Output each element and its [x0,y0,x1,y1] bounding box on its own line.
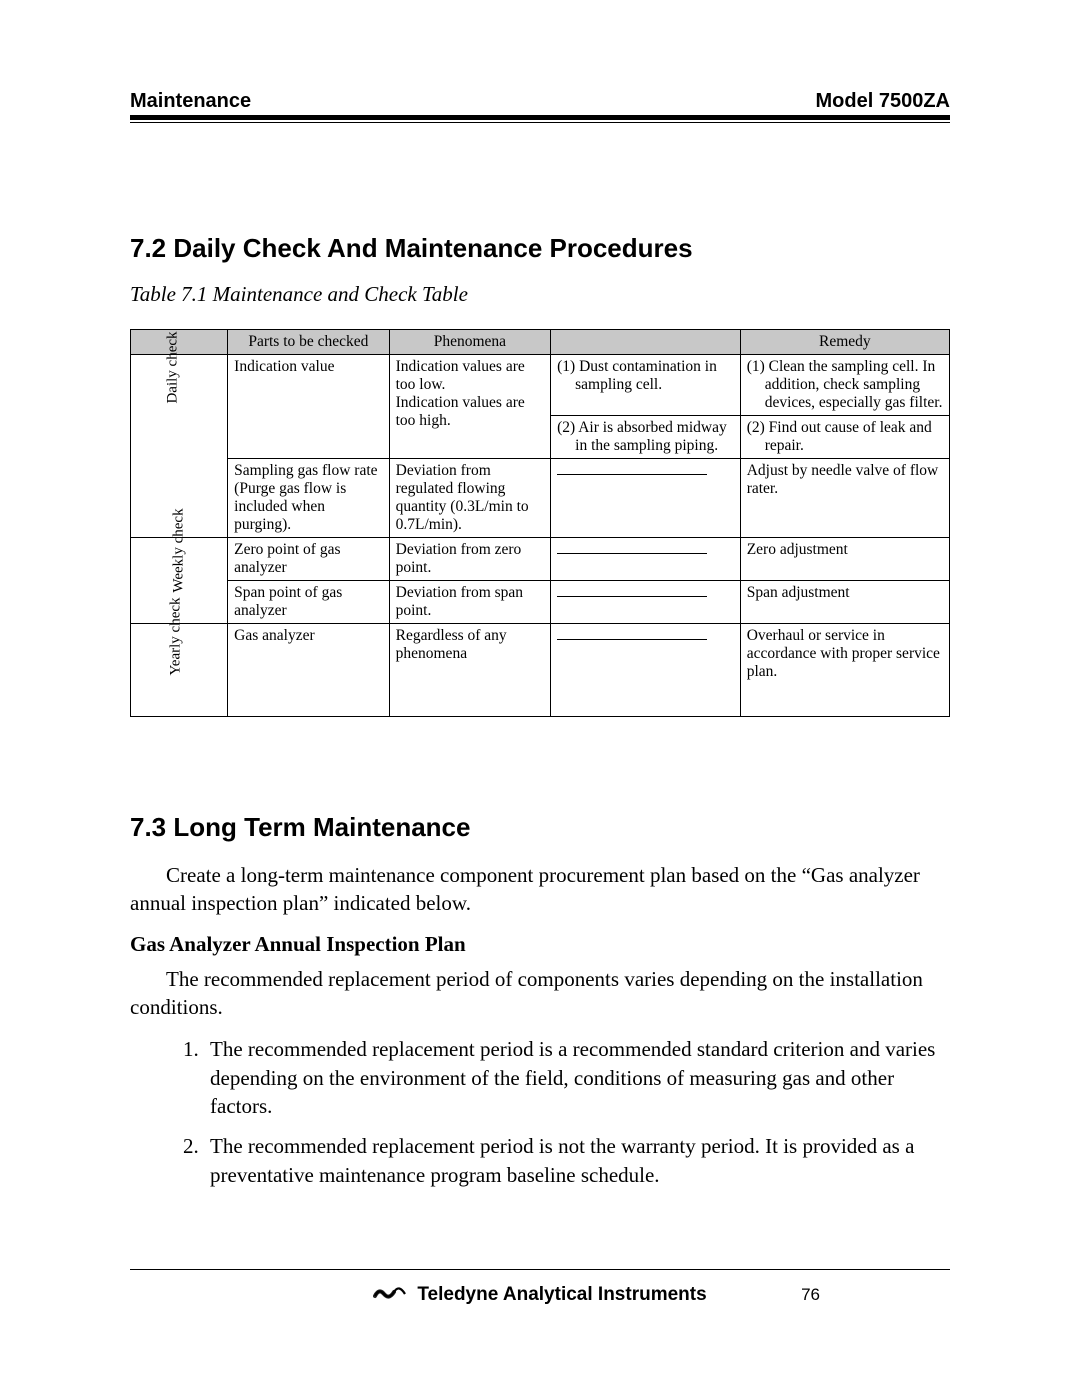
subheading: Gas Analyzer Annual Inspection Plan [130,932,950,957]
page-footer: Teledyne Analytical Instruments 76 [130,1284,950,1306]
cell-parts: Span point of gas analyzer [228,581,389,624]
list-item: The recommended replacement period is no… [204,1132,950,1189]
cell-phenomena: Deviation from regulated flowing quantit… [389,459,551,538]
para-2: The recommended replacement period of co… [130,965,950,1022]
header-rule [130,122,950,123]
maintenance-table: Parts to be checked Phenomena Remedy Dai… [130,329,950,717]
col-remedy: Remedy [740,330,949,355]
table-row: Daily check Indication value Indication … [131,355,950,416]
cell-cause [551,624,741,717]
cell-cause [551,459,741,538]
cell-remedy: Span adjustment [740,581,949,624]
table-row: Sampling gas flow rate (Purge gas flow i… [131,459,950,538]
para-1: Create a long-term maintenance component… [130,861,950,918]
group-yearly: Yearly check [131,624,228,717]
header-right: Model 7500ZA [816,90,950,113]
cell-parts: Zero point of gas analyzer [228,538,389,581]
cell-parts: Gas analyzer [228,624,389,717]
footer-company: Teledyne Analytical Instruments [417,1284,706,1306]
section-7-3-title: 7.3 Long Term Maintenance [130,812,950,843]
blank-line [557,464,707,475]
col-cause [551,330,741,355]
cell-remedy: (1) Clean the sampling cell. In addition… [740,355,949,416]
cell-remedy: Overhaul or service in accordance with p… [740,624,949,717]
cell-cause [551,581,741,624]
cell-remedy: Adjust by needle valve of flow rater. [740,459,949,538]
col-parts: Parts to be checked [228,330,389,355]
table-row: Weekly check Zero point of gas analyzer … [131,538,950,581]
header-left: Maintenance [130,90,251,113]
blank-line [557,629,707,640]
cell-remedy: Zero adjustment [740,538,949,581]
cell-phenomena: Deviation from zero point. [389,538,551,581]
table-caption: Table 7.1 Maintenance and Check Table [130,282,950,307]
cell-phenomena: Deviation from span point. [389,581,551,624]
cell-parts: Sampling gas flow rate (Purge gas flow i… [228,459,389,538]
col-phenomena: Phenomena [389,330,551,355]
cell-parts: Indication value [228,355,389,459]
blank-line [557,543,707,554]
numbered-list: The recommended replacement period is a … [148,1035,950,1189]
blank-line [557,586,707,597]
teledyne-logo-icon [373,1284,407,1306]
cell-cause: (1) Dust contamination in sampling cell. [551,355,741,416]
page-header: Maintenance Model 7500ZA [130,90,950,120]
cell-phenomena: Indication values are too low. Indicatio… [389,355,551,459]
table-row: Span point of gas analyzer Deviation fro… [131,581,950,624]
list-item: The recommended replacement period is a … [204,1035,950,1120]
footer-rule [130,1269,950,1270]
cell-phenomena: Regardless of any phenomena [389,624,551,717]
table-row: Yearly check Gas analyzer Regardless of … [131,624,950,717]
table-header-row: Parts to be checked Phenomena Remedy [131,330,950,355]
cell-cause [551,538,741,581]
cell-remedy: (2) Find out cause of leak and repair. [740,416,949,459]
page-number: 76 [801,1285,820,1305]
section-7-2-title: 7.2 Daily Check And Maintenance Procedur… [130,233,950,264]
cell-cause: (2) Air is absorbed midway in the sampli… [551,416,741,459]
